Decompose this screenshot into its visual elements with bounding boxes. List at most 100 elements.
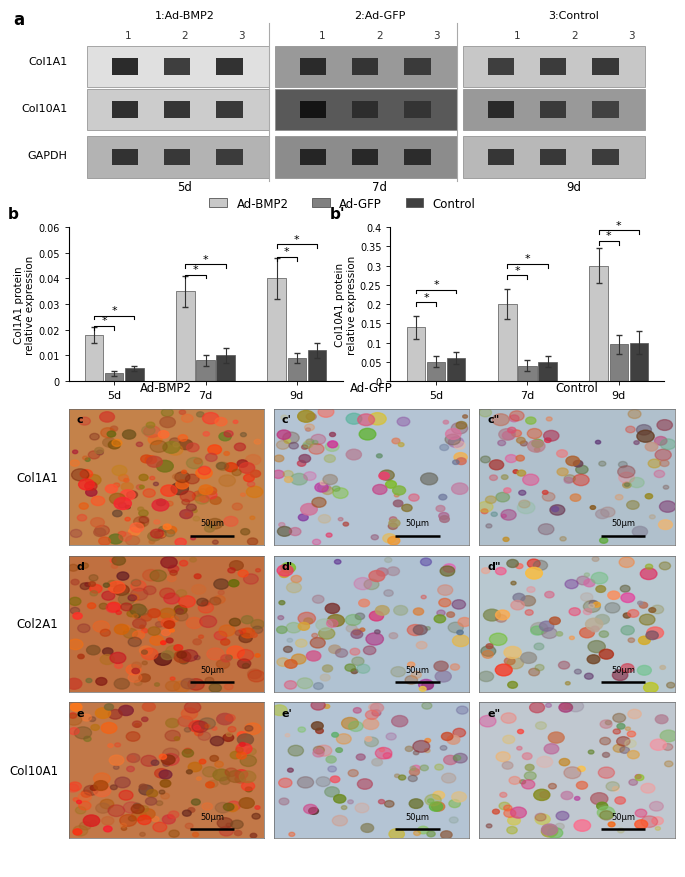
Circle shape [71, 530, 82, 538]
Circle shape [649, 608, 656, 613]
Circle shape [208, 519, 223, 530]
Circle shape [564, 478, 573, 484]
Circle shape [361, 824, 373, 832]
Circle shape [412, 766, 421, 771]
Circle shape [79, 802, 91, 810]
Circle shape [206, 488, 216, 495]
Bar [112, 149, 138, 166]
Circle shape [139, 785, 153, 795]
Circle shape [238, 734, 253, 745]
Circle shape [195, 495, 209, 504]
Circle shape [589, 604, 595, 608]
Circle shape [449, 800, 460, 808]
Bar [538, 362, 557, 381]
Circle shape [456, 706, 468, 715]
Circle shape [226, 732, 232, 737]
Text: *: * [514, 266, 520, 275]
Circle shape [559, 759, 570, 766]
Circle shape [185, 824, 193, 829]
Circle shape [190, 558, 197, 562]
Circle shape [237, 460, 248, 467]
Circle shape [425, 795, 441, 806]
Circle shape [174, 605, 187, 615]
Circle shape [199, 485, 213, 495]
Text: Control: Control [556, 381, 599, 395]
Circle shape [75, 807, 86, 814]
Circle shape [447, 612, 455, 617]
Circle shape [132, 580, 141, 587]
Circle shape [247, 748, 256, 755]
Circle shape [332, 816, 347, 826]
Bar [105, 374, 123, 381]
Circle shape [217, 463, 229, 471]
Circle shape [600, 720, 612, 729]
Circle shape [198, 489, 208, 496]
Circle shape [657, 420, 673, 431]
Circle shape [108, 581, 125, 594]
Circle shape [160, 417, 175, 428]
Circle shape [132, 810, 147, 821]
Circle shape [298, 623, 310, 631]
Circle shape [312, 634, 318, 638]
Circle shape [279, 571, 289, 578]
Circle shape [612, 787, 619, 791]
Circle shape [449, 817, 458, 824]
Circle shape [232, 470, 241, 476]
Circle shape [233, 421, 238, 424]
Circle shape [78, 654, 84, 659]
Circle shape [310, 638, 325, 648]
Circle shape [547, 417, 552, 422]
Circle shape [229, 580, 239, 587]
Circle shape [519, 491, 526, 496]
Circle shape [371, 535, 378, 540]
Bar [352, 59, 378, 75]
Circle shape [141, 614, 152, 621]
Circle shape [155, 683, 160, 687]
Circle shape [511, 581, 516, 585]
Circle shape [121, 603, 132, 611]
Circle shape [147, 789, 158, 797]
Circle shape [136, 485, 143, 490]
Circle shape [365, 737, 372, 741]
Bar [164, 149, 190, 166]
Circle shape [556, 811, 569, 820]
Circle shape [144, 426, 160, 438]
Circle shape [109, 755, 124, 766]
Circle shape [384, 558, 392, 563]
Circle shape [584, 674, 593, 680]
Circle shape [628, 410, 641, 419]
Circle shape [272, 705, 287, 716]
Circle shape [186, 458, 203, 469]
Circle shape [663, 486, 669, 489]
Circle shape [287, 638, 292, 643]
Circle shape [303, 804, 317, 814]
Circle shape [184, 748, 192, 753]
Circle shape [215, 418, 227, 426]
Circle shape [593, 602, 600, 608]
Circle shape [546, 703, 551, 708]
Circle shape [421, 595, 426, 599]
Circle shape [208, 446, 221, 455]
Bar [299, 59, 326, 75]
Circle shape [127, 766, 134, 772]
Circle shape [373, 485, 387, 495]
Circle shape [495, 665, 512, 676]
Circle shape [162, 755, 175, 765]
Circle shape [160, 780, 171, 788]
Circle shape [548, 732, 564, 744]
Circle shape [208, 781, 218, 788]
Circle shape [99, 603, 108, 610]
Circle shape [549, 783, 556, 789]
Circle shape [413, 625, 427, 635]
Circle shape [164, 621, 175, 629]
Circle shape [206, 453, 217, 462]
Circle shape [90, 434, 99, 440]
Circle shape [591, 573, 608, 584]
Circle shape [162, 409, 173, 417]
Circle shape [375, 747, 392, 759]
Circle shape [94, 529, 105, 537]
Circle shape [219, 625, 235, 637]
Circle shape [660, 502, 676, 513]
Circle shape [628, 638, 634, 643]
Circle shape [322, 487, 333, 495]
